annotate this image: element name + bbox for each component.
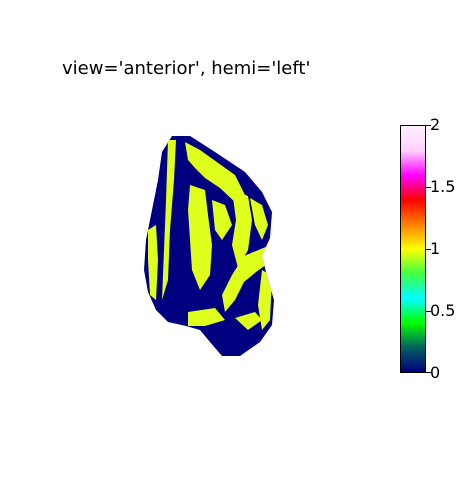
stripe	[250, 198, 268, 240]
colorbar-tick-label: 1	[430, 239, 441, 258]
stripe	[162, 140, 176, 300]
colorbar-tick-label: 0.5	[430, 301, 456, 320]
colorbar-tick	[426, 311, 431, 312]
stripe	[185, 142, 245, 205]
colorbar-tick-label: 1.5	[430, 177, 456, 196]
stripe	[188, 185, 212, 290]
colorbar-tick	[426, 372, 431, 373]
figure-title: view='anterior', hemi='left'	[62, 58, 311, 79]
stripe	[212, 200, 232, 240]
colorbar-tick-label: 0	[430, 363, 441, 382]
stripe	[235, 312, 262, 330]
stripe	[188, 308, 225, 326]
colorbar-tick-label: 2	[430, 115, 441, 134]
stripe	[222, 246, 270, 312]
colorbar-tick	[426, 187, 431, 188]
colorbar	[400, 125, 426, 373]
colorbar-tick	[426, 125, 431, 126]
colorbar-tick	[426, 249, 431, 250]
stripe	[148, 225, 158, 300]
stripe	[232, 190, 252, 268]
stripe	[258, 270, 272, 330]
